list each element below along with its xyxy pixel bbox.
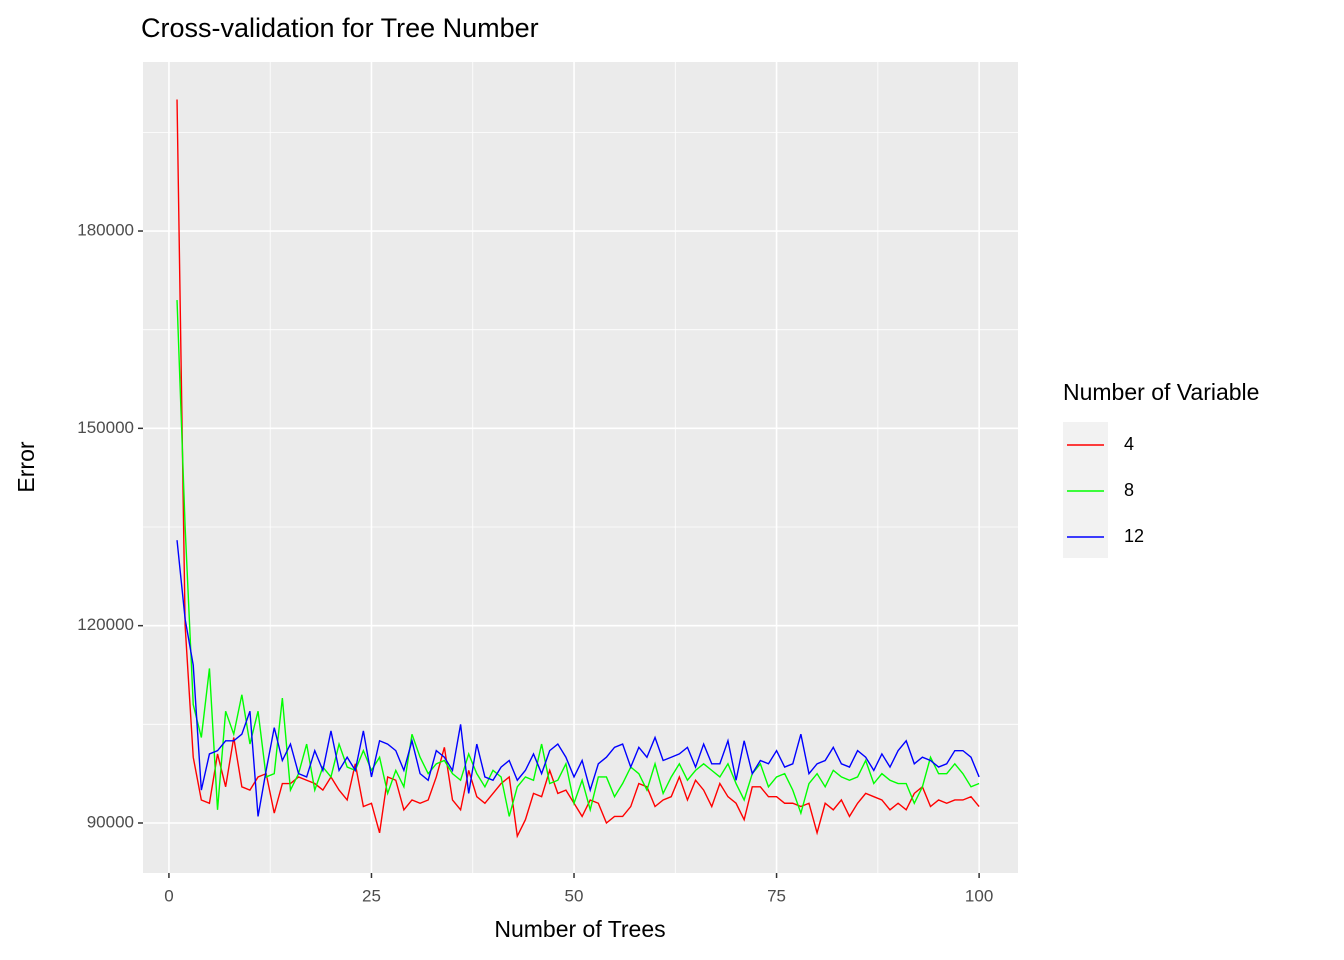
x-axis-title: Number of Trees [494,916,665,942]
legend-label: 8 [1124,480,1134,500]
chart-title: Cross-validation for Tree Number [141,13,539,43]
x-tick-label: 25 [362,886,381,905]
y-axis-title: Error [13,441,39,492]
line [176,540,980,817]
x-tick-label: 100 [965,886,993,905]
x-tick-label: 75 [767,886,786,905]
line [176,300,980,817]
x-tick-label: 0 [164,886,173,905]
y-tick-label: 90000 [87,812,134,831]
legend-label: 12 [1124,526,1144,546]
y-tick-label: 120000 [77,615,134,634]
legend-title: Number of Variable [1063,379,1259,405]
x-tick-label: 50 [565,886,584,905]
panel [143,62,1018,873]
line [176,99,980,839]
legend-label: 4 [1124,434,1134,454]
y-tick-label: 180000 [77,221,134,240]
y-tick-label: 150000 [77,418,134,437]
